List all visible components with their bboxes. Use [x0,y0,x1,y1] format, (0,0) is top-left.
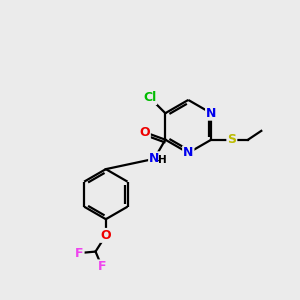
Text: O: O [100,229,111,242]
Text: F: F [75,247,84,260]
Text: F: F [98,260,106,273]
Text: Cl: Cl [143,91,156,104]
Text: S: S [227,133,236,146]
Text: H: H [158,155,167,165]
Text: O: O [139,126,150,139]
Text: N: N [183,146,194,159]
Text: N: N [206,107,216,120]
Text: ·: · [157,156,160,166]
Text: N: N [149,152,160,165]
